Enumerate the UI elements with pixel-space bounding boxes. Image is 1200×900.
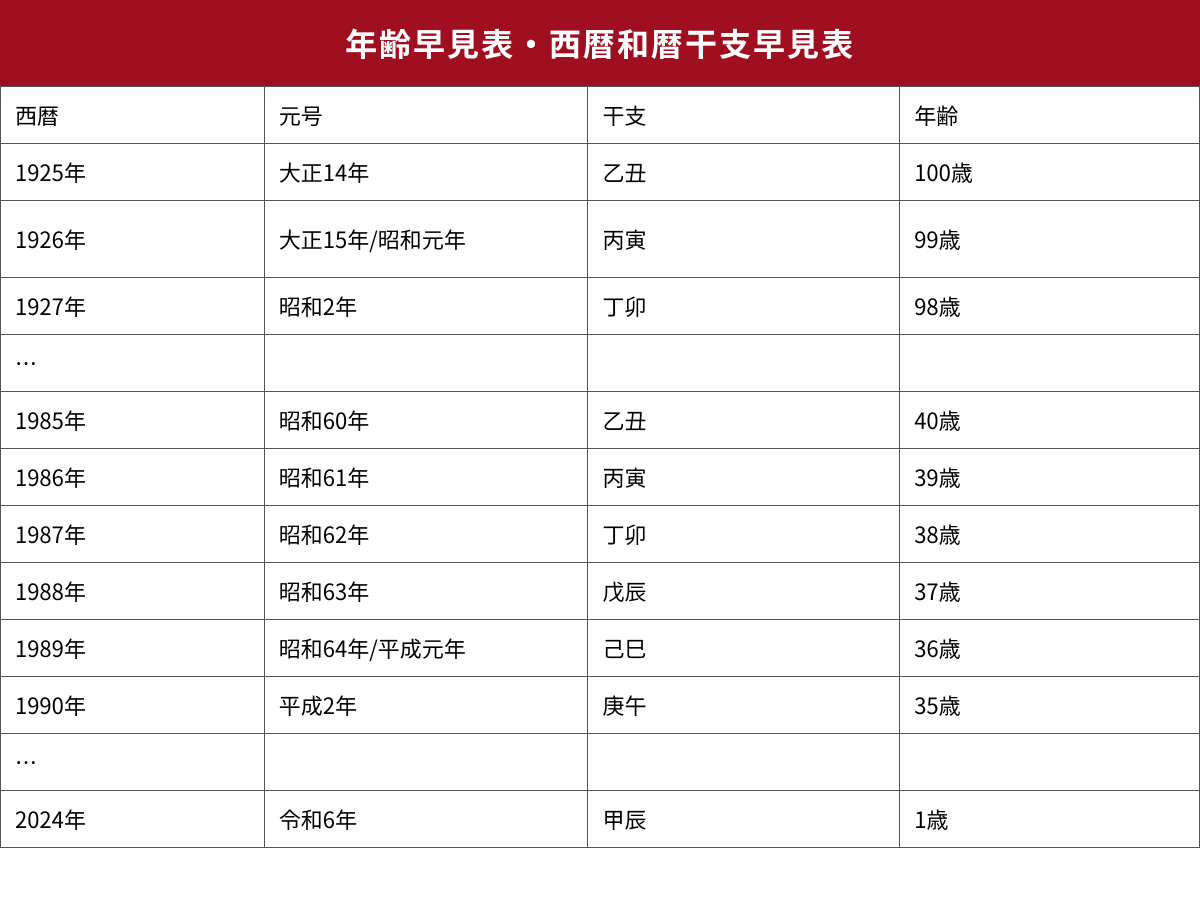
table-row: 2024年令和6年甲辰1歳: [1, 791, 1200, 848]
cell-western: …: [1, 335, 265, 392]
age-lookup-table: 西暦 元号 干支 年齢 1925年大正14年乙丑100歳1926年大正15年/昭…: [0, 86, 1200, 848]
cell-age: 99歳: [900, 201, 1200, 278]
cell-era: 大正15年/昭和元年: [264, 201, 588, 278]
cell-era: 昭和64年/平成元年: [264, 620, 588, 677]
cell-era: [264, 734, 588, 791]
table-body: 1925年大正14年乙丑100歳1926年大正15年/昭和元年丙寅99歳1927…: [1, 144, 1200, 848]
cell-age: 98歳: [900, 278, 1200, 335]
page-title: 年齢早見表・西暦和暦干支早見表: [0, 0, 1200, 86]
cell-age: 40歳: [900, 392, 1200, 449]
table-row: 1988年昭和63年戊辰37歳: [1, 563, 1200, 620]
table-row: 1987年昭和62年丁卯38歳: [1, 506, 1200, 563]
cell-age: [900, 335, 1200, 392]
cell-era: 昭和62年: [264, 506, 588, 563]
cell-western: 1925年: [1, 144, 265, 201]
cell-era: 昭和2年: [264, 278, 588, 335]
cell-era: 令和6年: [264, 791, 588, 848]
cell-age: 39歳: [900, 449, 1200, 506]
table-row: 1989年昭和64年/平成元年己巳36歳: [1, 620, 1200, 677]
cell-western: 1927年: [1, 278, 265, 335]
cell-era: 昭和61年: [264, 449, 588, 506]
cell-zodiac: 乙丑: [588, 392, 900, 449]
cell-zodiac: 甲辰: [588, 791, 900, 848]
cell-zodiac: 己巳: [588, 620, 900, 677]
col-header-zodiac: 干支: [588, 87, 900, 144]
cell-zodiac: 丙寅: [588, 201, 900, 278]
table-row: 1985年昭和60年乙丑40歳: [1, 392, 1200, 449]
cell-era: 平成2年: [264, 677, 588, 734]
cell-era: 昭和63年: [264, 563, 588, 620]
cell-western: 1926年: [1, 201, 265, 278]
cell-age: 37歳: [900, 563, 1200, 620]
cell-zodiac: 乙丑: [588, 144, 900, 201]
cell-zodiac: [588, 734, 900, 791]
cell-age: 38歳: [900, 506, 1200, 563]
cell-western: 1986年: [1, 449, 265, 506]
cell-era: 昭和60年: [264, 392, 588, 449]
col-header-western: 西暦: [1, 87, 265, 144]
col-header-era: 元号: [264, 87, 588, 144]
cell-age: [900, 734, 1200, 791]
cell-age: 100歳: [900, 144, 1200, 201]
table-row: 1927年昭和2年丁卯98歳: [1, 278, 1200, 335]
cell-zodiac: 戊辰: [588, 563, 900, 620]
cell-western: 1989年: [1, 620, 265, 677]
table-row: 1986年昭和61年丙寅39歳: [1, 449, 1200, 506]
cell-zodiac: [588, 335, 900, 392]
cell-era: 大正14年: [264, 144, 588, 201]
cell-western: 1985年: [1, 392, 265, 449]
cell-zodiac: 庚午: [588, 677, 900, 734]
cell-western: 2024年: [1, 791, 265, 848]
cell-age: 1歳: [900, 791, 1200, 848]
cell-western: 1990年: [1, 677, 265, 734]
table-row: 1926年大正15年/昭和元年丙寅99歳: [1, 201, 1200, 278]
cell-western: 1988年: [1, 563, 265, 620]
cell-age: 35歳: [900, 677, 1200, 734]
cell-era: [264, 335, 588, 392]
table-row: 1925年大正14年乙丑100歳: [1, 144, 1200, 201]
col-header-age: 年齢: [900, 87, 1200, 144]
table-row: 1990年平成2年庚午35歳: [1, 677, 1200, 734]
cell-zodiac: 丙寅: [588, 449, 900, 506]
cell-western: …: [1, 734, 265, 791]
cell-zodiac: 丁卯: [588, 278, 900, 335]
cell-western: 1987年: [1, 506, 265, 563]
table-header-row: 西暦 元号 干支 年齢: [1, 87, 1200, 144]
table-row: …: [1, 335, 1200, 392]
cell-age: 36歳: [900, 620, 1200, 677]
table-row: …: [1, 734, 1200, 791]
cell-zodiac: 丁卯: [588, 506, 900, 563]
